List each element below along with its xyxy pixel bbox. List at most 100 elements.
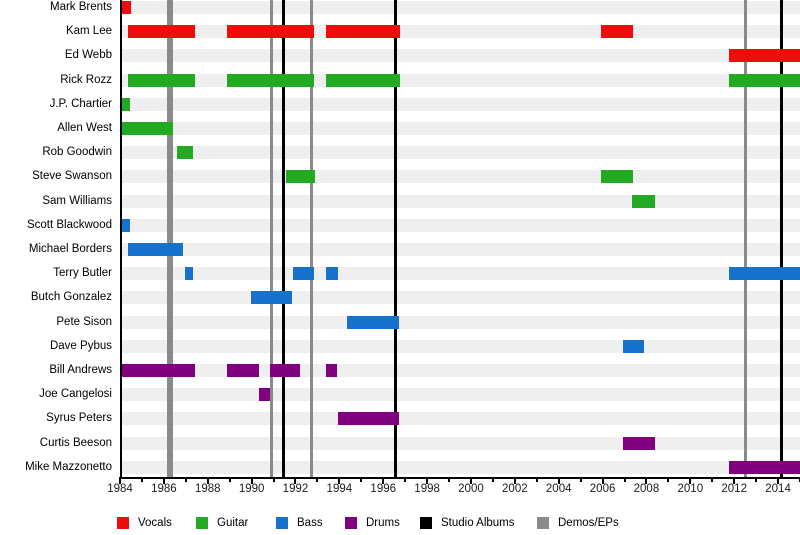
tenure-bar	[326, 267, 339, 281]
legend-swatch	[420, 516, 432, 529]
axis-tick-label: 2000	[458, 483, 484, 495]
axis-tick-label: 1992	[282, 483, 309, 495]
axis-tick	[448, 479, 451, 482]
axis-tick	[777, 479, 780, 484]
row-band	[120, 412, 800, 426]
legend-swatch	[276, 516, 288, 529]
axis-tick	[513, 479, 516, 484]
axis-tick	[579, 479, 582, 482]
member-label: Rick Rozz	[60, 73, 112, 86]
tenure-bar	[601, 170, 634, 184]
row-band	[120, 170, 800, 184]
axis-tick-label: 2006	[589, 483, 616, 495]
axis-tick	[469, 479, 472, 484]
axis-tick-label: 2008	[633, 483, 660, 495]
axis-tick-label: 1986	[151, 483, 177, 495]
axis-tick	[184, 479, 187, 482]
legend-swatch	[345, 516, 357, 529]
x-axis-line	[119, 477, 800, 479]
legend-swatch	[196, 516, 208, 529]
tenure-bar	[326, 73, 400, 87]
row-band	[120, 25, 800, 39]
legend-item: Studio Albums	[420, 516, 515, 529]
legend-label: Guitar	[217, 516, 249, 529]
member-label: Sam Williams	[42, 194, 112, 207]
tenure-bar	[120, 218, 130, 232]
axis-tick	[557, 479, 560, 484]
legend-label: Demos/EPs	[558, 516, 619, 529]
axis-tick	[294, 479, 297, 484]
tenure-bar	[632, 194, 656, 208]
tenure-bar	[250, 291, 293, 305]
axis-tick	[272, 479, 275, 482]
row-band	[120, 122, 800, 135]
legend-item: Drums	[345, 516, 400, 529]
axis-tick	[360, 479, 363, 482]
tenure-bar	[227, 73, 315, 87]
tenure-bar	[270, 364, 300, 377]
axis-tick	[755, 479, 758, 482]
tenure-bar	[127, 73, 195, 87]
row-band	[120, 243, 800, 256]
tenure-bar	[728, 267, 800, 281]
tenure-bar	[122, 1, 131, 14]
axis-tick	[382, 479, 385, 484]
member-label: Mike Mazzonetto	[25, 460, 112, 473]
tenure-bar	[127, 25, 195, 39]
row-band	[120, 218, 800, 232]
tenure-bar	[120, 122, 173, 135]
row-band	[120, 339, 800, 353]
axis-tick	[119, 479, 121, 484]
tenure-bar	[293, 267, 315, 281]
legend-label: Bass	[297, 516, 323, 529]
tenure-bar	[177, 146, 194, 160]
axis-tick-label: 2002	[502, 483, 528, 495]
member-label: Scott Blackwood	[26, 218, 112, 231]
demo-line	[310, 0, 314, 477]
axis-tick	[601, 479, 604, 484]
axis-tick	[491, 479, 494, 482]
member-label: Mark Brents	[50, 1, 112, 13]
legend-label: Studio Albums	[441, 516, 515, 529]
axis-tick-label: 1996	[370, 483, 397, 495]
axis-tick	[316, 479, 319, 482]
y-axis-line	[120, 0, 122, 478]
axis-tick	[250, 479, 253, 484]
demo-line	[743, 0, 747, 477]
axis-tick	[623, 479, 626, 482]
member-label: Joe Cangelosi	[39, 388, 112, 401]
tenure-bar	[338, 412, 399, 426]
row-band	[120, 146, 800, 160]
tenure-bar	[728, 49, 800, 63]
demo-line	[269, 0, 273, 477]
row-band	[120, 388, 800, 402]
legend-label: Drums	[366, 516, 400, 529]
axis-tick-label: 1988	[194, 483, 221, 495]
tenure-bar	[623, 436, 656, 450]
album-line	[779, 0, 783, 477]
axis-tick-label: 1998	[414, 483, 440, 495]
member-label: Allen West	[57, 122, 112, 134]
tenure-bar	[120, 364, 195, 377]
row-band	[120, 436, 800, 450]
row-band	[120, 194, 800, 208]
row-band	[120, 73, 800, 87]
tenure-bar	[601, 25, 634, 39]
member-label: Pete Sison	[56, 315, 112, 328]
axis-tick	[711, 479, 714, 482]
axis-tick	[426, 479, 429, 484]
member-label: Rob Goodwin	[42, 146, 112, 159]
legend-item: Demos/EPs	[537, 516, 619, 529]
legend-swatch	[537, 516, 549, 529]
axis-tick-label: 1994	[326, 483, 353, 495]
member-label: Butch Gonzalez	[30, 291, 112, 304]
plot-area	[120, 0, 800, 478]
member-label: Kam Lee	[65, 25, 112, 38]
axis-tick	[338, 479, 341, 484]
member-label: Steve Swanson	[32, 170, 112, 183]
axis-tick-label: 2014	[765, 483, 791, 495]
row-band	[120, 97, 800, 111]
row-band	[120, 315, 800, 329]
row-band	[120, 49, 800, 63]
